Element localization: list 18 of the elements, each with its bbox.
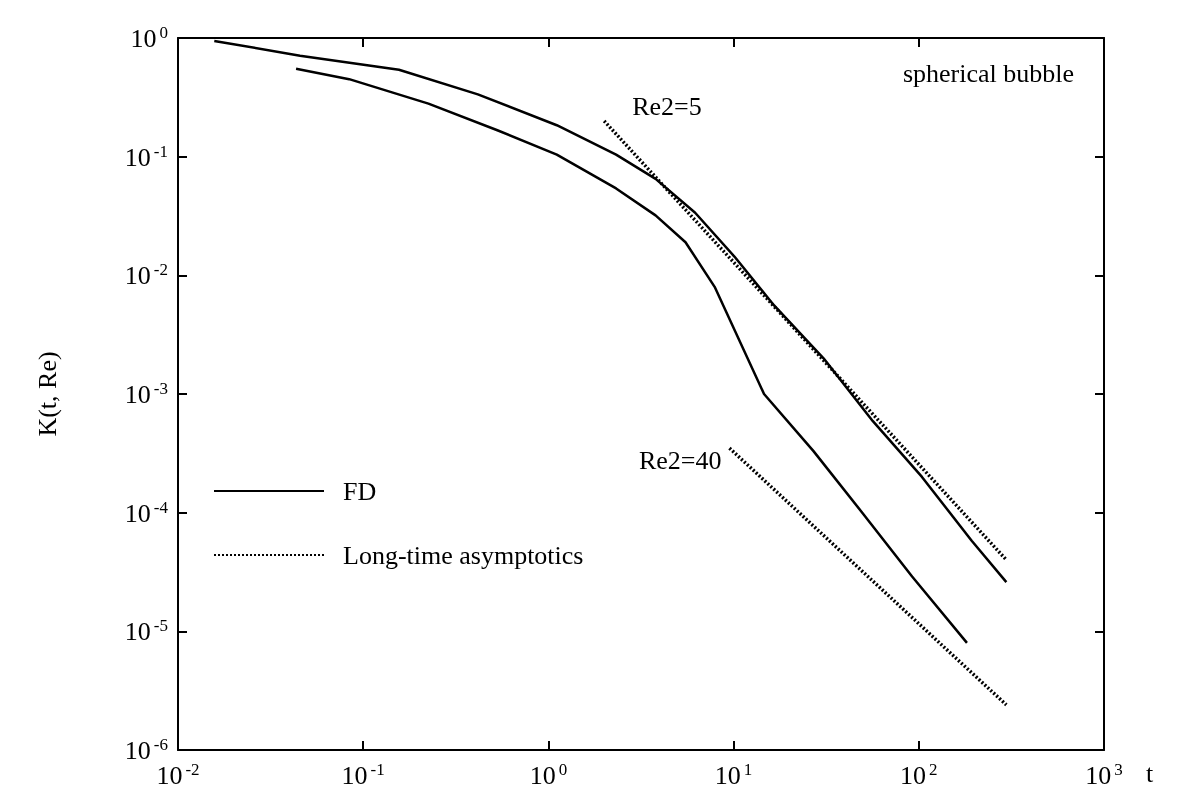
y-tick-label: 10$^{-2}$ xyxy=(124,259,168,291)
x-tick-label: 10$^{2}$ xyxy=(900,759,938,790)
x-tick-label: 10$^{1}$ xyxy=(714,759,753,790)
y-tick-label: 10$^{-1}$ xyxy=(124,141,168,172)
y-tick-label: 10$^{-4}$ xyxy=(124,497,169,528)
y-tick-label: 10$^{-3}$ xyxy=(124,378,168,409)
annotation: Re2=40 xyxy=(638,445,722,475)
x-tick-label: 10$^{0}$ xyxy=(529,759,568,790)
annotation: Re2=5 xyxy=(632,92,702,122)
x-axis-title: t xyxy=(1146,758,1154,788)
y-axis-title: K(t, Re) xyxy=(32,351,62,437)
y-tick-label: 10$^{-5}$ xyxy=(124,615,168,647)
x-tick-label: 10$^{3}$ xyxy=(1085,759,1123,790)
x-tick-label: 10$^{-1}$ xyxy=(341,759,385,790)
y-tick-label: 10$^{0}$ xyxy=(130,22,168,53)
legend-label: FD xyxy=(343,476,377,506)
legend-label: Long-time asymptotics xyxy=(343,540,584,570)
annotation: spherical bubble xyxy=(902,58,1074,88)
